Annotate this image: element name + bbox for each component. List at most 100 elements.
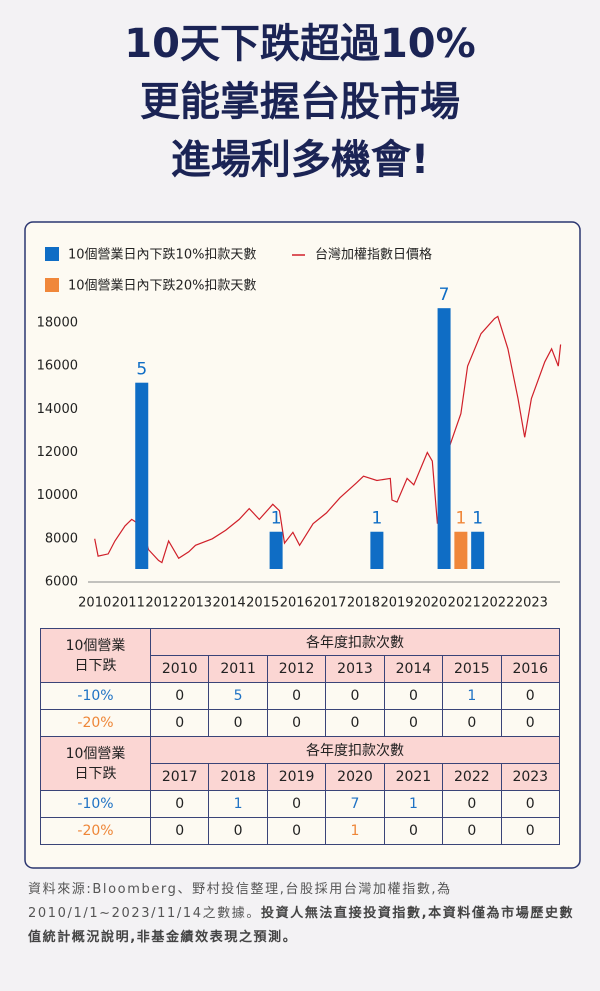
title-line: 10天下跌超過10%: [124, 21, 475, 67]
x-tick-label: 2021: [448, 596, 481, 611]
value-cell: 0: [442, 709, 502, 737]
year-cell: 2014: [383, 655, 444, 683]
value-cell: 0: [149, 817, 210, 845]
value-cell: 1: [383, 790, 444, 818]
value-cell: 0: [266, 709, 327, 737]
x-tick-label: 2018: [347, 596, 380, 611]
index-line: [94, 315, 562, 564]
bar-label: 7: [439, 285, 450, 305]
value-cell: 0: [149, 709, 210, 737]
value-cell: 0: [500, 817, 561, 845]
year-cell: 2020: [325, 763, 385, 791]
row-label: -20%: [40, 817, 151, 845]
x-tick-label: 2022: [481, 596, 514, 611]
y-tick-label: 12000: [37, 445, 78, 460]
legend-label: 10個營業日內下跌20%扣款天數: [68, 278, 256, 294]
value-cell: 0: [383, 682, 444, 710]
value-cell: 0: [266, 682, 327, 710]
col-header: 各年度扣款次數: [150, 736, 560, 764]
y-tick-label: 6000: [45, 575, 78, 590]
value-cell: 0: [383, 817, 444, 845]
bar-label: 1: [371, 509, 382, 529]
row-header: 10個營業日下跌: [40, 628, 151, 683]
header-row: 10個營業日下跌 各年度扣款次數: [40, 628, 560, 683]
x-tick-label: 2017: [313, 596, 346, 611]
value-cell: 0: [500, 682, 561, 710]
x-tick-label: 2023: [515, 596, 548, 611]
y-tick-label: 8000: [45, 531, 78, 546]
year-cell: 2019: [266, 763, 327, 791]
value-cell: 1: [208, 790, 268, 818]
legend-label: 台灣加權指數日價格: [315, 247, 432, 263]
bar: [454, 531, 468, 569]
bar-label: 1: [455, 509, 466, 529]
bar-label: 5: [136, 360, 147, 380]
year-cell: 2023: [500, 763, 561, 791]
bar-label: 1: [271, 509, 282, 529]
value-cell: 5: [208, 682, 268, 710]
year-cell: 2010: [149, 655, 210, 683]
bar: [471, 531, 485, 569]
x-tick-label: 2020: [414, 596, 447, 611]
title-line: 更能掌握台股市場: [140, 79, 460, 125]
year-cell: 2022: [442, 763, 502, 791]
y-tick-label: 18000: [37, 315, 78, 330]
bar: [269, 531, 283, 569]
title-line: 進場利多機會!: [171, 137, 429, 183]
value-cell: 0: [325, 709, 385, 737]
x-tick-label: 2013: [179, 596, 212, 611]
value-cell: 0: [500, 709, 561, 737]
bar: [135, 382, 149, 569]
x-tick-label: 2015: [246, 596, 279, 611]
disclaimer: 投資人無法直接投資指數,本資料僅為市場歷史數值統計概況說明,非基金績效表現之預測…: [28, 906, 575, 945]
year-cell: 2021: [383, 763, 444, 791]
row-label: -20%: [40, 709, 151, 737]
bar: [370, 531, 384, 569]
source: 資料來源:Bloomberg、野村投信整理,台股採用台灣加權指數,為2010/1…: [28, 882, 452, 921]
value-cell: 7: [325, 790, 385, 818]
year-cell: 2015: [442, 655, 502, 683]
year-cell: 2011: [208, 655, 268, 683]
y-tick-label: 10000: [37, 488, 78, 503]
data-row: -10% 0 5 0 0 0 1 0: [40, 682, 561, 710]
row-label: -10%: [40, 682, 151, 710]
year-cell: 2013: [325, 655, 385, 683]
col-header: 各年度扣款次數: [150, 628, 560, 656]
year-cell: 2012: [266, 655, 327, 683]
value-cell: 0: [149, 682, 210, 710]
year-cell: 2018: [208, 763, 268, 791]
value-cell: 1: [325, 817, 385, 845]
value-cell: 0: [266, 790, 327, 818]
value-cell: 0: [500, 790, 561, 818]
x-tick-label: 2019: [380, 596, 413, 611]
value-cell: 0: [442, 817, 502, 845]
data-row: -20% 0 0 0 1 0 0 0: [40, 817, 561, 845]
row-header: 10個營業日下跌: [40, 736, 151, 791]
table: 10個營業日下跌 各年度扣款次數 2010 2011 2012 2013 2014 2015 2…: [40, 628, 561, 845]
x-tick-label: 2014: [213, 596, 246, 611]
x-tick-label: 2016: [280, 596, 313, 611]
x-tick-label: 2010: [78, 596, 111, 611]
legend-swatch: [45, 278, 59, 292]
legend-label: 10個營業日內下跌10%扣款天數: [68, 247, 256, 263]
value-cell: 0: [325, 682, 385, 710]
data-row: -20% 0 0 0 0 0 0 0: [40, 709, 561, 737]
value-cell: 0: [383, 709, 444, 737]
value-cell: 1: [442, 682, 502, 710]
data-row: -10% 0 1 0 7 1 0 0: [40, 790, 561, 818]
year-row: 2017 2018 2019 2020 2021 2022 2023: [41, 763, 561, 791]
y-tick-label: 14000: [37, 402, 78, 417]
legend-swatch: [45, 247, 59, 261]
header-row: 10個營業日下跌 各年度扣款次數: [40, 736, 560, 791]
value-cell: 0: [208, 709, 268, 737]
x-tick-label: 2011: [112, 596, 145, 611]
source-note: 資料來源:Bloomberg、野村投信整理,台股採用台灣加權指數,為2010/1…: [28, 878, 578, 950]
value-cell: 0: [266, 817, 327, 845]
value-cell: 0: [442, 790, 502, 818]
year-cell: 2016: [500, 655, 561, 683]
year-cell: 2017: [149, 763, 210, 791]
bar-label: 1: [472, 509, 483, 529]
row-label: -10%: [40, 790, 151, 818]
value-cell: 0: [208, 817, 268, 845]
